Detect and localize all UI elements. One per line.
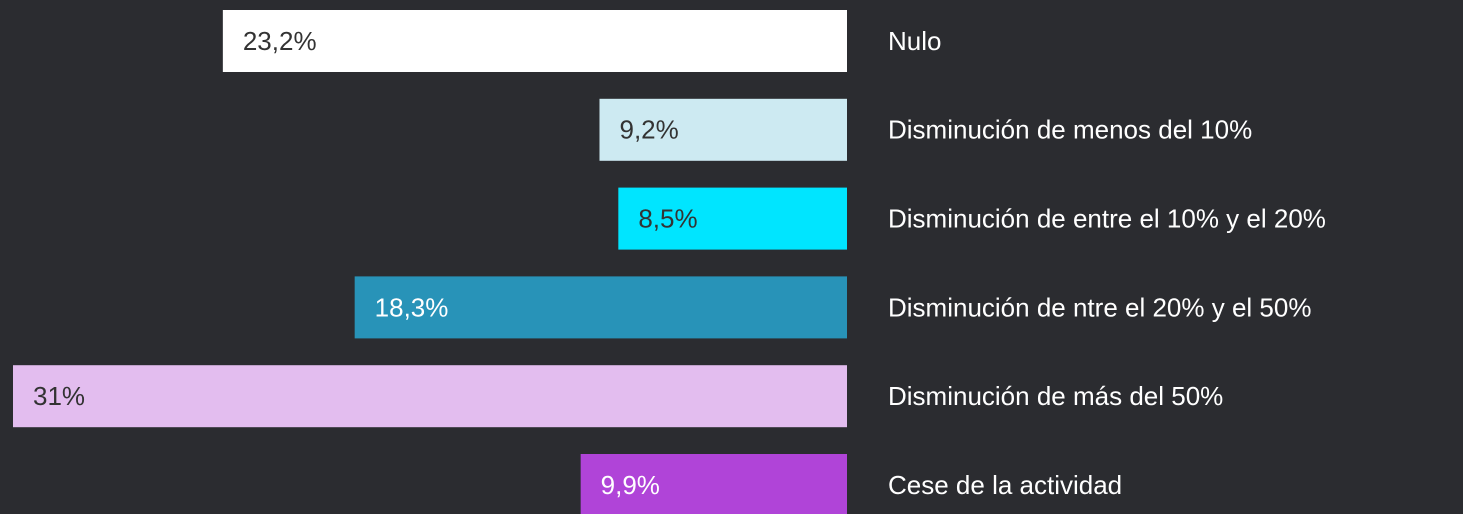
category-label: Cese de la actividad <box>888 470 1122 500</box>
bar <box>599 98 847 161</box>
value-label: 31% <box>33 381 85 411</box>
bar <box>618 187 847 250</box>
category-label: Disminución de menos del 10% <box>888 115 1252 145</box>
bar <box>222 10 847 72</box>
value-label: 9,9% <box>601 470 660 500</box>
value-label: 9,2% <box>619 115 678 145</box>
value-label: 18,3% <box>375 292 449 322</box>
value-label: 8,5% <box>638 203 697 233</box>
bar <box>580 454 847 514</box>
category-label: Disminución de más del 50% <box>888 381 1223 411</box>
value-label: 23,2% <box>243 26 317 56</box>
bar <box>13 365 847 428</box>
category-label: Nulo <box>888 26 941 56</box>
category-label: Disminución de entre el 10% y el 20% <box>888 203 1326 233</box>
bar <box>354 276 847 339</box>
category-label: Disminución de ntre el 20% y el 50% <box>888 292 1311 322</box>
